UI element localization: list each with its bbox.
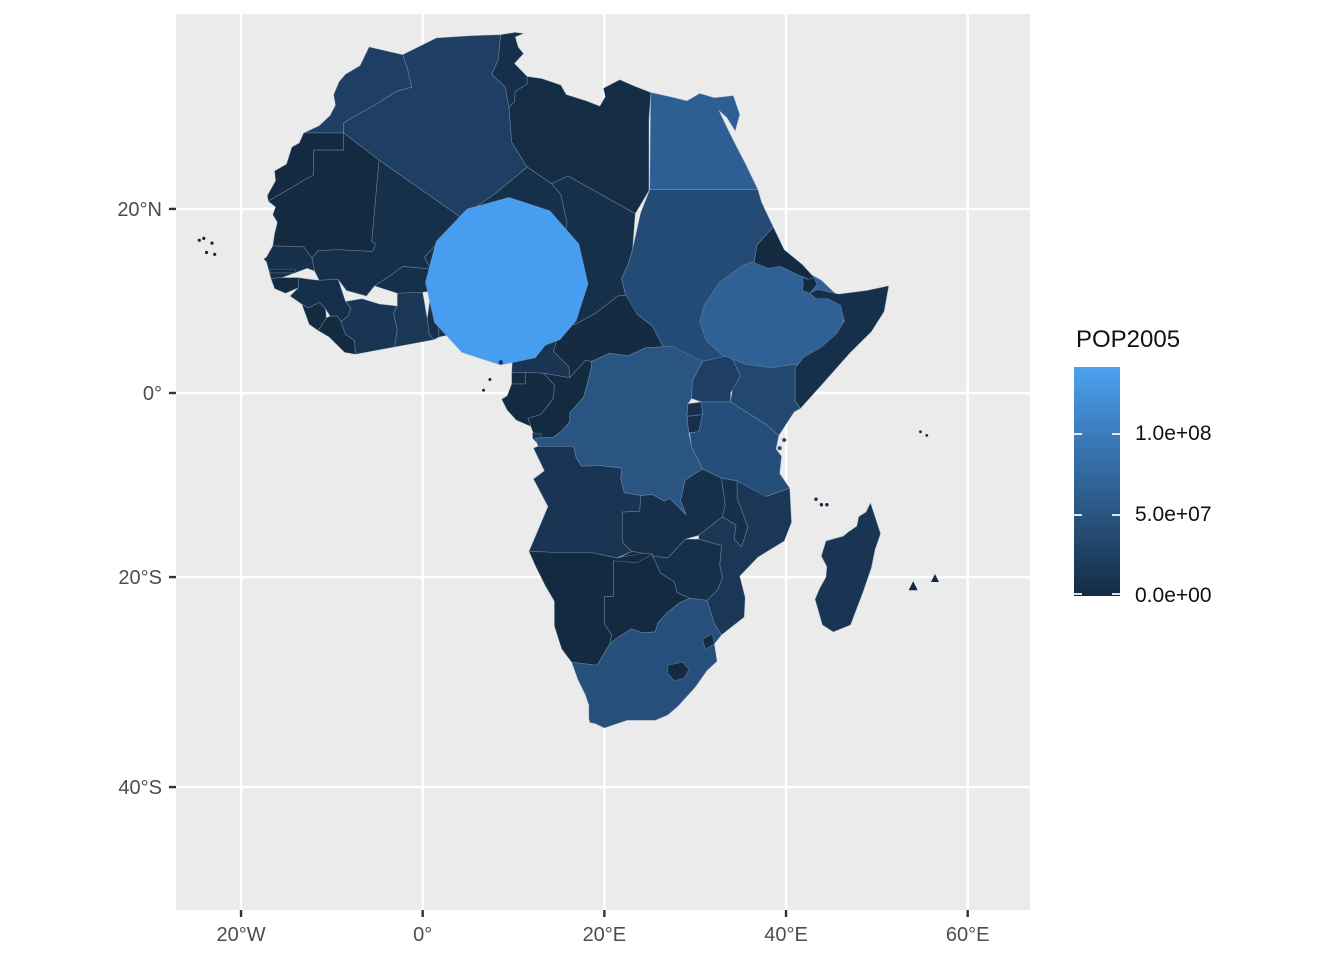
country-dr-congo: [534, 345, 703, 516]
country-madagascar: [814, 502, 881, 633]
legend-label: 5.0e+07: [1135, 503, 1212, 527]
x-tick-label: 20°W: [216, 924, 265, 946]
legend-tick-mark: [1074, 593, 1082, 595]
country-lesotho: [667, 661, 690, 682]
legend-title: POP2005: [1076, 326, 1181, 353]
country-libya: [508, 76, 652, 215]
y-tick-label: 20°N: [117, 199, 162, 221]
y-tick-label: 40°S: [118, 777, 162, 799]
axes: 20°W 0° 20°E 40°E 60°E 20°N 0° 20°S 40°S: [117, 199, 989, 946]
island-reunion: [908, 581, 918, 591]
island-mauritius: [930, 574, 939, 583]
legend-tick-mark: [1074, 514, 1082, 517]
island-seychelles: [925, 434, 929, 437]
country-djibouti: [802, 277, 818, 294]
island-cape-verde: [210, 241, 214, 245]
island-comoros: [819, 503, 824, 507]
y-tick-label: 20°S: [118, 567, 162, 589]
island-cape-verde: [204, 250, 209, 255]
x-tick-label: 0°: [413, 924, 432, 946]
country-somalia: [794, 285, 890, 409]
legend-colorbar: [1074, 367, 1120, 596]
legend-tick-mark: [1112, 433, 1120, 436]
country-malawi: [721, 477, 749, 548]
island-zanzibar-pemba: [777, 446, 782, 451]
island-seychelles: [919, 430, 922, 434]
country-rwanda: [686, 401, 703, 417]
x-tick-label: 60°E: [946, 924, 990, 946]
country-nigeria: [425, 197, 589, 366]
map-layer: [197, 32, 939, 729]
legend-tick-mark: [1112, 593, 1120, 595]
y-tick-label: 0°: [143, 383, 162, 405]
island-zanzibar-pemba: [782, 437, 787, 442]
country-zimbabwe: [652, 538, 723, 601]
island-cape-verde: [213, 252, 217, 256]
country-egypt: [649, 92, 759, 190]
country-namibia: [528, 551, 653, 666]
legend-label: 0.0e+00: [1135, 584, 1212, 607]
legend-tick-mark: [1074, 433, 1082, 436]
country-sierra-leone: [301, 302, 327, 331]
island-cape-verde: [202, 236, 206, 240]
island-sao-tome-principe: [488, 377, 492, 381]
island-comoros: [814, 497, 818, 501]
island-cape-verde: [197, 238, 201, 242]
country-south-africa: [571, 597, 722, 729]
island-sao-tome-principe: [482, 388, 486, 392]
island-comoros: [825, 503, 829, 507]
legend: POP2005 1.0e+08 5.0e+07 0.0e+00: [1074, 326, 1334, 607]
legend-tick-mark: [1112, 514, 1120, 517]
island-bioko: [498, 360, 504, 365]
legend-label: 1.0e+08: [1135, 422, 1212, 446]
x-tick-label: 40°E: [764, 924, 808, 946]
country-swaziland: [702, 633, 715, 650]
country-gambia: [269, 268, 296, 274]
country-equatorial-guinea: [511, 371, 526, 385]
x-tick-label: 20°E: [583, 924, 627, 946]
